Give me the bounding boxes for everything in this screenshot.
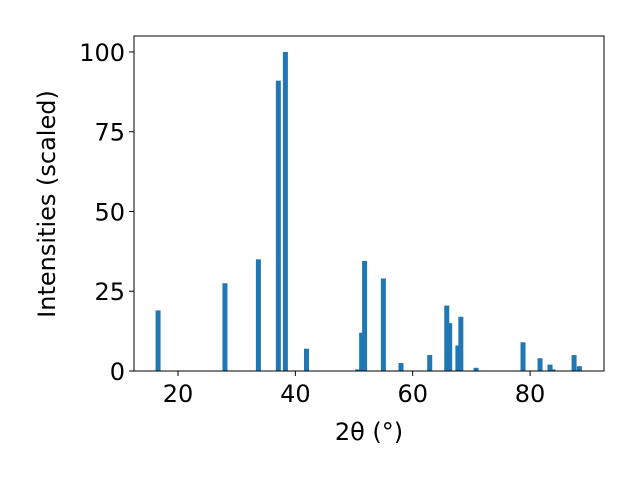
bar: [550, 369, 556, 371]
x-tick-label: 40: [280, 380, 311, 408]
bar: [473, 367, 479, 371]
bar: [455, 345, 461, 371]
bar: [458, 316, 464, 371]
bar: [275, 80, 281, 372]
bar: [444, 305, 450, 371]
bar: [520, 342, 526, 371]
y-axis-label: Intensities (scaled): [33, 90, 61, 318]
bar: [547, 364, 553, 371]
bar: [304, 348, 310, 371]
y-tick-label: 50: [94, 198, 125, 226]
x-axis-label: 2θ (°): [335, 418, 403, 446]
y-tick-label: 75: [94, 119, 125, 147]
bar: [447, 323, 453, 371]
bar: [537, 358, 543, 371]
bar: [155, 310, 161, 371]
bar: [359, 332, 365, 371]
bar: [222, 283, 228, 371]
bar: [362, 260, 368, 371]
bar: [380, 278, 386, 371]
y-tick-label: 0: [110, 358, 125, 386]
plot-frame: [133, 35, 605, 372]
bar: [571, 355, 577, 371]
bar: [576, 366, 582, 371]
y-tick-label: 25: [94, 278, 125, 306]
x-tick-label: 60: [397, 380, 428, 408]
bar: [355, 369, 361, 371]
x-tick-label: 80: [515, 380, 546, 408]
y-tick-label: 100: [79, 39, 125, 67]
bar: [398, 363, 404, 371]
bar: [255, 259, 261, 371]
bar: [427, 355, 433, 371]
x-tick-label: 20: [163, 380, 194, 408]
bar: [282, 51, 288, 371]
